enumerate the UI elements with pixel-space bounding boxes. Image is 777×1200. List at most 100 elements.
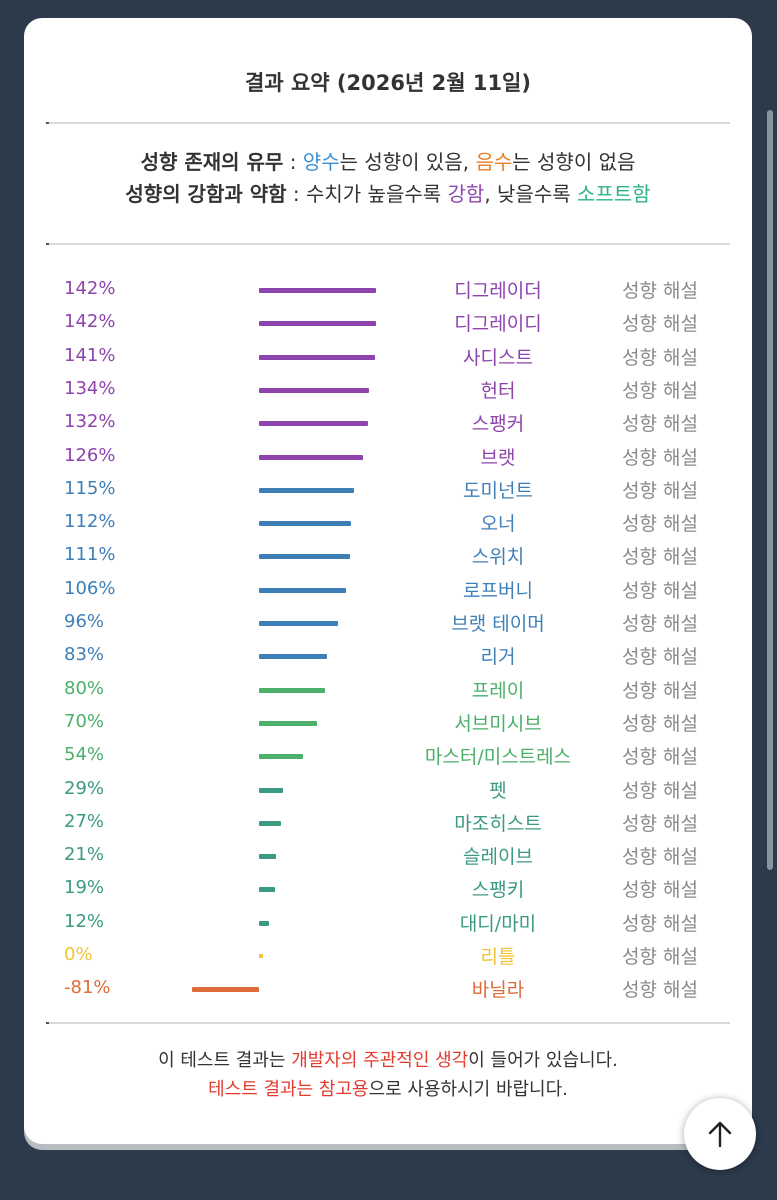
type-explain-link[interactable]: 성향 해설 [622, 280, 698, 302]
result-row: 126% 브랫 성향 해설 [24, 443, 752, 476]
percent-label: 54% [64, 744, 105, 766]
result-summary-card: 결과 요약 (2026년 2월 11일) 성향 존재의 유무 : 양수는 성향이… [24, 18, 752, 1144]
legend-negative: 음수 [475, 150, 513, 174]
score-bar [259, 554, 351, 560]
footer-text: 으로 사용하시기 바랍니다. [368, 1079, 568, 1100]
type-name[interactable]: 프레이 [471, 679, 525, 702]
legend-positive: 양수 [302, 150, 340, 174]
score-bar [259, 687, 325, 693]
type-name[interactable]: 바닐라 [471, 979, 525, 1002]
score-bar [259, 421, 368, 427]
percent-label: 19% [64, 877, 105, 899]
type-name[interactable]: 펫 [489, 779, 507, 802]
legend-soft: 소프트함 [577, 182, 651, 206]
type-name[interactable]: 브랫 테이머 [451, 613, 545, 635]
percent-label: 106% [64, 577, 116, 599]
score-bar [259, 820, 282, 826]
score-bar [259, 654, 328, 660]
type-name[interactable]: 스팽키 [471, 879, 525, 902]
percent-label: 132% [64, 411, 116, 433]
page-title: 결과 요약 (2026년 2월 11일) [245, 71, 531, 95]
result-row: 12% 대디/마미 성향 해설 [24, 909, 752, 942]
type-explain-link[interactable]: 성향 해설 [622, 779, 698, 802]
type-name[interactable]: 서브미시브 [454, 712, 542, 735]
type-explain-link[interactable]: 성향 해설 [622, 946, 698, 968]
type-name[interactable]: 도미넌트 [463, 479, 533, 502]
result-row: 21% 슬레이브 성향 해설 [24, 842, 752, 875]
result-row: 142% 디그레이더 성향 해설 [24, 276, 752, 309]
scrollbar[interactable] [767, 110, 773, 870]
result-row: 141% 사디스트 성향 해설 [24, 343, 752, 376]
type-name[interactable]: 스위치 [471, 546, 525, 569]
percent-label: 83% [64, 644, 105, 666]
type-name[interactable]: 리거 [480, 646, 516, 669]
footer-text: 이 테스트 결과는 [158, 1050, 292, 1071]
percent-label: 126% [64, 444, 116, 466]
type-explain-link[interactable]: 성향 해설 [622, 446, 698, 469]
result-row: 29% 펫 성향 해설 [24, 776, 752, 809]
legend-existence: 성향 존재의 유무 : 양수는 성향이 있음, 음수는 성향이 없음 [24, 148, 752, 176]
arrow-up-icon [708, 1121, 732, 1148]
type-explain-link[interactable]: 성향 해설 [622, 812, 698, 835]
type-explain-link[interactable]: 성향 해설 [622, 579, 698, 602]
type-explain-link[interactable]: 성향 해설 [622, 546, 698, 569]
type-explain-link[interactable]: 성향 해설 [622, 712, 698, 735]
type-name[interactable]: 슬레이브 [463, 846, 533, 869]
divider [46, 1022, 730, 1024]
type-name[interactable]: 디그레이디 [454, 313, 542, 336]
result-row: 112% 오너 성향 해설 [24, 509, 752, 542]
score-bar [259, 288, 376, 293]
score-bar [259, 487, 354, 493]
footer-text: 이 들어가 있습니다. [468, 1050, 618, 1071]
score-bar [259, 587, 347, 593]
percent-label: 111% [64, 544, 116, 566]
score-bar [259, 321, 376, 327]
legend-strength: 성향의 강함과 약함 : 수치가 높을수록 강함, 낮을수록 소프트함 [24, 180, 752, 208]
percent-label: 21% [64, 844, 105, 866]
type-name[interactable]: 로프버니 [463, 579, 533, 602]
type-explain-link[interactable]: 성향 해설 [622, 513, 698, 536]
percent-label: 142% [64, 311, 116, 333]
footer-highlight: 테스트 결과는 참고용 [208, 1079, 369, 1100]
type-explain-link[interactable]: 성향 해설 [622, 479, 698, 502]
score-bar [259, 521, 352, 527]
score-bar [259, 920, 269, 926]
result-row: 0% 리틀 성향 해설 [24, 942, 752, 975]
type-explain-link[interactable]: 성향 해설 [622, 679, 698, 702]
percent-label: 141% [64, 344, 116, 366]
type-name[interactable]: 마조히스트 [454, 812, 542, 835]
type-explain-link[interactable]: 성향 해설 [622, 379, 698, 402]
type-explain-link[interactable]: 성향 해설 [622, 346, 698, 369]
percent-label: 12% [64, 910, 105, 932]
scroll-to-top-button[interactable] [684, 1098, 756, 1170]
type-explain-link[interactable]: 성향 해설 [622, 746, 698, 769]
type-name[interactable]: 스팽커 [471, 413, 525, 436]
type-explain-link[interactable]: 성향 해설 [622, 413, 698, 436]
type-name[interactable]: 대디/마미 [459, 912, 537, 935]
type-name[interactable]: 헌터 [480, 379, 516, 402]
type-explain-link[interactable]: 성향 해설 [622, 646, 698, 669]
type-explain-link[interactable]: 성향 해설 [622, 846, 698, 869]
type-name[interactable]: 사디스트 [463, 346, 533, 369]
legend-negative-text: 는 성향이 없음 [512, 150, 636, 174]
footer-notice-1: 이 테스트 결과는 개발자의 주관적인 생각이 들어가 있습니다. [24, 1047, 752, 1075]
result-row: 54% 마스터/미스트레스 성향 해설 [24, 742, 752, 775]
type-explain-link[interactable]: 성향 해설 [622, 313, 698, 336]
type-explain-link[interactable]: 성향 해설 [622, 912, 698, 935]
percent-label: 80% [64, 677, 105, 699]
divider [46, 122, 730, 124]
result-row: 134% 헌터 성향 해설 [24, 376, 752, 409]
type-explain-link[interactable]: 성향 해설 [622, 613, 698, 635]
type-explain-link[interactable]: 성향 해설 [622, 879, 698, 902]
type-name[interactable]: 리틀 [480, 946, 516, 968]
type-name[interactable]: 디그레이더 [454, 280, 542, 302]
percent-label: 134% [64, 377, 116, 399]
score-bar [259, 621, 339, 626]
type-name[interactable]: 오너 [480, 513, 516, 536]
type-name[interactable]: 마스터/미스트레스 [424, 746, 572, 769]
legend-strength-label: 성향의 강함과 약함 [125, 182, 287, 206]
type-name[interactable]: 브랫 [480, 446, 516, 469]
score-bar [259, 454, 363, 460]
result-row: 96% 브랫 테이머 성향 해설 [24, 609, 752, 642]
type-explain-link[interactable]: 성향 해설 [622, 979, 698, 1002]
